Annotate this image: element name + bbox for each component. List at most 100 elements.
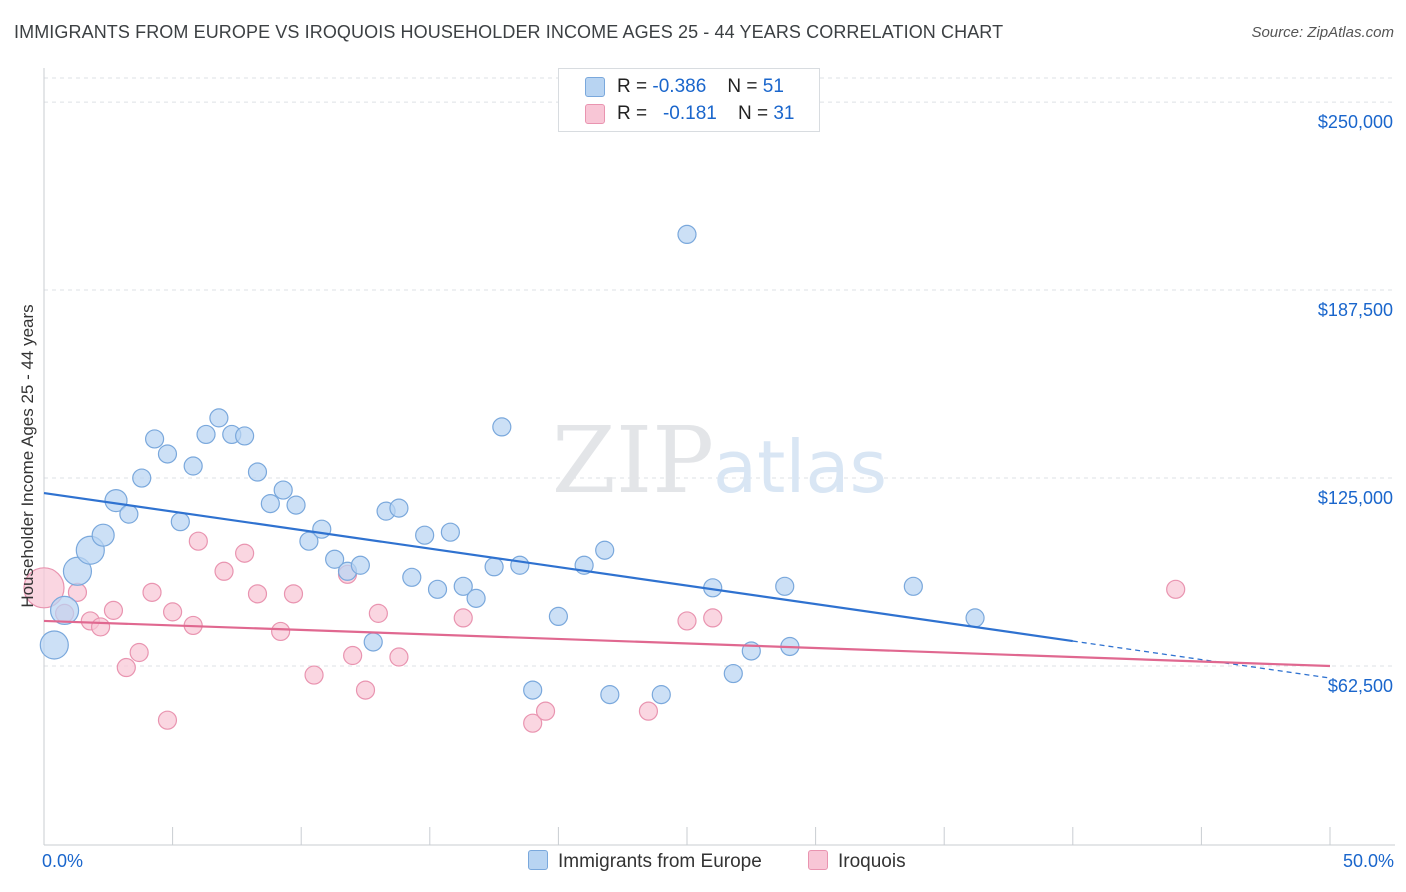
iroquois-point [271,621,291,642]
europe-point [723,663,743,684]
europe-point [209,408,229,428]
europe-point [325,549,345,569]
iroquois-point [355,680,376,700]
europe-point [104,489,128,513]
europe-point [312,519,332,539]
iroquois-swatch [585,104,605,124]
chart-title: IMMIGRANTS FROM EUROPE VS IROQUOIS HOUSE… [14,22,1004,42]
y-tick-labels: $62,500 $125,000 $187,500 $250,000 [1318,112,1393,696]
europe-point [600,685,620,705]
iroquois-point [90,617,111,637]
source-credit: Source: ZipAtlas.com [1251,24,1394,41]
n-label: N = [737,103,769,124]
y-axis-label: Householder Income Ages 25 - 44 years [18,304,37,608]
grid-lines [44,77,1395,667]
europe-point [91,523,115,547]
europe-point [286,495,306,515]
europe-legend-swatch [528,850,548,870]
y-tick-label: $187,500 [1318,300,1393,320]
europe-point [965,608,985,628]
europe-point [247,462,268,482]
europe-point [415,525,435,545]
europe-point [389,498,409,518]
iroquois-point [103,600,124,620]
iroquois-point [1166,579,1186,599]
europe-point [484,557,504,577]
europe-point [677,224,697,245]
iroquois-point [214,561,234,581]
iroquois-point [188,531,208,551]
europe-trend-line [43,491,1073,643]
europe-point [440,522,460,542]
legend-item-europe[interactable]: Immigrants from Europe [528,850,762,873]
watermark-atlas: atlas [713,425,887,509]
iroquois-point [116,657,136,678]
iroquois-point [283,584,304,604]
iroquois-point [304,665,324,685]
x-tick-label-max: 50.0% [1342,851,1394,871]
europe-point [39,630,69,660]
europe-point [170,512,190,532]
europe-point [523,680,543,700]
europe-point [235,426,255,446]
iroquois-trend-line [43,619,1331,668]
iroquois-point [703,608,723,628]
y-tick-label: $125,000 [1318,488,1393,508]
europe-point [595,540,615,560]
n-value-europe: 51 [762,76,784,97]
europe-point [157,444,178,464]
europe-trend-extension [1072,640,1331,679]
iroquois-point [638,701,659,721]
n-label: N = [727,76,758,97]
y-tick-label: $62,500 [1328,676,1393,696]
iroquois-point [142,582,162,602]
iroquois-point [343,645,363,666]
n-value-iroquois: 31 [773,103,795,124]
iroquois-legend-swatch [808,850,828,870]
trend-lines [43,491,1331,679]
europe-point [273,480,293,500]
europe-swatch [585,77,605,97]
iroquois-point [523,713,543,733]
axes [43,68,1395,846]
europe-point [196,424,216,445]
iroquois-point [247,584,268,604]
europe-point [119,504,139,524]
europe-point [363,632,383,652]
iroquois-point [535,701,556,721]
iroquois-point [677,611,697,631]
europe-point [651,685,671,705]
europe-point [453,576,473,596]
stats-legend: R = -0.386 N = 51 R = -0.181 N = 31 [558,68,820,132]
iroquois-point [453,608,473,628]
x-tick-label-min: 0.0% [42,851,84,871]
iroquois-point [157,710,178,730]
europe-point [466,588,486,608]
y-tick-label: $250,000 [1318,112,1393,132]
iroquois-point [368,603,388,623]
iroquois-point [235,543,255,563]
europe-point [775,576,795,596]
europe-point [492,417,512,437]
watermark: ZIP atlas [552,407,887,514]
legend-label-europe: Immigrants from Europe [558,851,762,872]
europe-point [49,595,80,625]
iroquois-point [389,647,409,667]
europe-point [903,576,923,596]
europe-point [183,456,203,476]
r-label: R = [617,76,648,97]
iroquois-point [23,567,65,609]
europe-point [144,429,165,449]
data-points [23,224,1186,733]
europe-point [427,579,448,599]
iroquois-point [163,602,183,622]
europe-point [402,567,422,587]
europe-point [510,555,530,575]
watermark-zip: ZIP [552,407,714,514]
europe-point [548,606,569,627]
europe-point [350,555,370,575]
legend-item-iroquois[interactable]: Iroquois [808,850,906,873]
r-value-iroquois: -0.181 [662,103,717,124]
r-label: R = [617,103,648,124]
